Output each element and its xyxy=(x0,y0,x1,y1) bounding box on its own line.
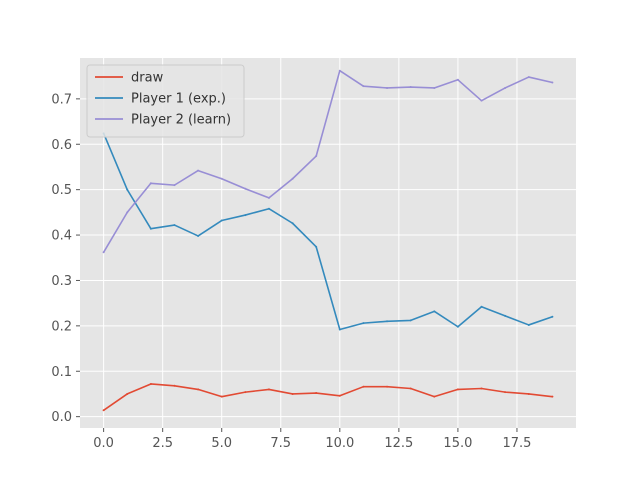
data-point xyxy=(102,251,105,254)
data-point xyxy=(244,187,247,190)
x-tick-label: 12.5 xyxy=(384,436,413,451)
data-point xyxy=(504,86,507,89)
legend-label: draw xyxy=(131,71,164,86)
data-point xyxy=(338,69,341,72)
data-point xyxy=(315,392,318,395)
series-line-1 xyxy=(102,133,553,331)
data-point xyxy=(126,392,129,395)
data-point xyxy=(267,388,270,391)
y-tick-label: 0.3 xyxy=(51,274,72,289)
data-point xyxy=(433,395,436,398)
x-tick-label: 17.5 xyxy=(502,436,531,451)
data-point xyxy=(197,234,200,237)
data-point xyxy=(291,177,294,180)
y-tick-label: 0.6 xyxy=(51,138,72,153)
x-tick-label: 5.0 xyxy=(211,436,232,451)
axis-ticks: 0.0 2.5 5.0 7.5 10.0 12.5 15.0 17.5 0.0 0.1 0.2 0.3… xyxy=(51,92,531,451)
data-point xyxy=(220,177,223,180)
data-point xyxy=(126,211,129,214)
data-point xyxy=(267,207,270,210)
data-point xyxy=(338,394,341,397)
data-point xyxy=(456,78,459,81)
y-tick-label: 0.2 xyxy=(51,319,72,334)
data-point xyxy=(102,409,105,412)
data-point xyxy=(527,323,530,326)
data-point xyxy=(197,169,200,172)
x-tick-label: 10.0 xyxy=(325,436,354,451)
series-line-0 xyxy=(103,383,553,411)
data-point xyxy=(244,214,247,217)
data-point xyxy=(173,224,176,227)
data-point xyxy=(386,86,389,89)
data-point xyxy=(149,227,152,230)
y-tick-label: 0.4 xyxy=(51,229,72,244)
data-point xyxy=(362,322,365,325)
data-point xyxy=(409,387,412,390)
data-point xyxy=(362,385,365,388)
x-tick-label: 2.5 xyxy=(152,436,173,451)
data-point xyxy=(338,328,341,331)
data-point xyxy=(197,388,200,391)
data-point xyxy=(480,305,483,308)
data-point xyxy=(386,320,389,323)
legend-label: Player 1 (exp.) xyxy=(131,92,226,107)
data-point xyxy=(409,319,412,322)
data-point xyxy=(315,155,318,158)
data-point xyxy=(551,315,554,318)
data-point xyxy=(527,76,530,79)
series-lines xyxy=(102,69,554,412)
data-point xyxy=(149,382,152,385)
data-point xyxy=(504,391,507,394)
y-tick-label: 0.5 xyxy=(51,183,72,198)
data-point xyxy=(527,392,530,395)
data-point xyxy=(433,86,436,89)
legend-label: Player 2 (learn) xyxy=(131,113,231,128)
data-point xyxy=(504,314,507,317)
data-point xyxy=(409,86,412,89)
data-point xyxy=(480,387,483,390)
data-point xyxy=(362,85,365,88)
data-point xyxy=(480,99,483,102)
data-point xyxy=(386,385,389,388)
x-tick-label: 7.5 xyxy=(270,436,291,451)
data-point xyxy=(433,310,436,313)
data-point xyxy=(220,395,223,398)
legend-box xyxy=(86,64,245,138)
data-point xyxy=(456,388,459,391)
data-point xyxy=(267,196,270,199)
data-point xyxy=(551,395,554,398)
data-point xyxy=(220,219,223,222)
data-point xyxy=(126,188,129,191)
x-tick-label: 15.0 xyxy=(443,436,472,451)
y-tick-label: 0.7 xyxy=(51,92,72,107)
data-point xyxy=(244,391,247,394)
x-tick-label: 0.0 xyxy=(93,436,114,451)
data-point xyxy=(315,245,318,248)
data-point xyxy=(173,184,176,187)
data-point xyxy=(149,182,152,185)
data-point xyxy=(456,325,459,328)
data-point xyxy=(291,392,294,395)
y-tick-label: 0.1 xyxy=(51,365,72,380)
data-point xyxy=(551,81,554,84)
data-point xyxy=(173,384,176,387)
data-point xyxy=(291,222,294,225)
legend: draw Player 1 (exp.) Player 2 (learn) xyxy=(86,64,245,138)
y-tick-label: 0.0 xyxy=(51,410,72,425)
series-line-2 xyxy=(102,69,553,253)
